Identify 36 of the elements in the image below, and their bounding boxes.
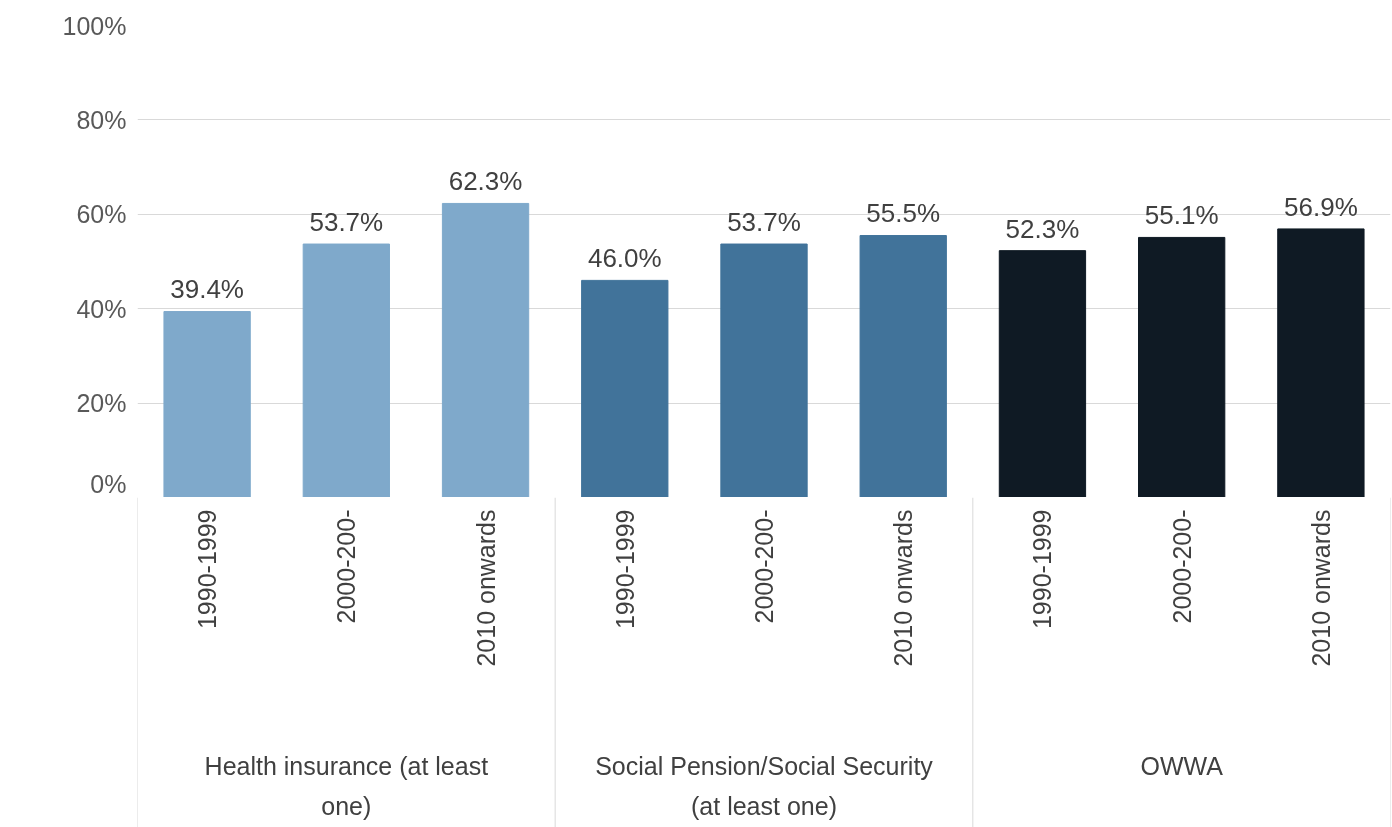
bar [581,279,669,497]
data-label: 52.3% [1005,213,1080,244]
data-label: 53.7% [727,206,801,237]
data-label: 39.4% [170,274,244,305]
bar [441,202,530,497]
text: Social Pension/Social Security (at least one) [595,751,934,820]
x-tick-label: 1990-1999 [1028,509,1057,630]
x-tick-label: 1990-1999 [610,509,639,630]
bar [1277,228,1365,497]
data-label: 55.5% [866,198,941,229]
y-tick-label: 60% [76,200,127,229]
y-tick-label: 80% [76,105,127,134]
x-tick-label: 2000-200- [750,509,778,624]
text: Health insurance (at least one) [204,751,489,820]
text: OWWA [1140,751,1224,780]
x-tick-label: 2010 onwards [889,509,918,667]
x-tick-label: 2010 onwards [1306,509,1335,667]
bar [720,243,808,497]
y-tick-label: 20% [76,389,127,418]
x-tick-label: 2010 onwards [471,509,500,667]
bar [859,235,947,497]
bar [1138,236,1226,497]
data-label: 53.7% [309,206,384,237]
x-tick-label: 2000-200- [1167,509,1196,624]
y-tick-label: 100% [62,11,127,40]
bar [302,243,390,497]
data-label: 56.9% [1284,191,1358,222]
x-tick-label: 2000-200- [332,509,361,624]
data-label: 62.3% [448,166,523,197]
bar [163,311,251,497]
data-label: 55.1% [1144,200,1219,231]
bar [998,250,1087,497]
x-tick-label: 1990-1999 [193,509,222,630]
data-label: 46.0% [587,243,662,274]
y-tick-label: 0% [90,469,127,498]
y-tick-label: 40% [76,294,127,323]
